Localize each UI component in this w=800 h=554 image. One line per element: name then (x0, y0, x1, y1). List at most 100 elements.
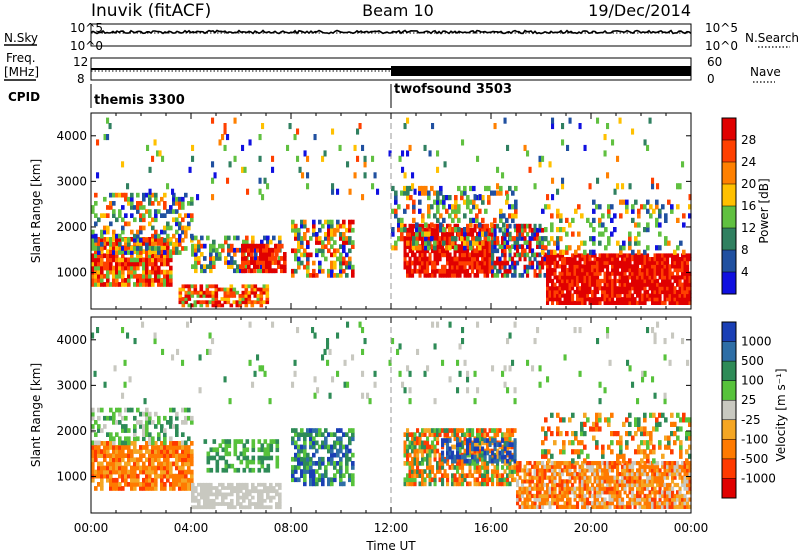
echo-cell (683, 300, 687, 305)
echo-cell (448, 245, 452, 251)
echo-cell (351, 432, 355, 437)
echo-cell (566, 482, 570, 488)
echo-cell (528, 472, 532, 477)
echo-cell (445, 208, 449, 214)
echo-cell (172, 246, 176, 251)
echo-cell (608, 278, 612, 284)
echo-cell (426, 448, 430, 454)
echo-cell (257, 492, 261, 497)
echo-cell (441, 252, 445, 258)
echo-cell (678, 289, 682, 295)
echo-cell (541, 227, 545, 233)
echo-cell (581, 253, 585, 258)
echo-cell (568, 264, 572, 269)
echo-cell (443, 161, 447, 168)
echo-cell (208, 300, 213, 305)
echo-cell (331, 188, 335, 195)
echo-cell (426, 452, 430, 458)
echo-cell (424, 240, 428, 246)
echo-cell (601, 472, 605, 477)
echo-cell (406, 264, 410, 270)
echo-cell (563, 468, 567, 473)
echo-cell (598, 286, 602, 291)
echo-cell (607, 208, 611, 214)
echo-cell (528, 256, 532, 262)
echo-cell (563, 504, 567, 509)
echo-cell (556, 297, 560, 302)
echo-cell (533, 256, 537, 262)
echo-cell (631, 297, 635, 302)
echo-cell (646, 497, 650, 502)
echo-cell (206, 264, 210, 269)
echo-cell (621, 475, 625, 480)
echo-cell (453, 477, 457, 483)
echo-cell (106, 465, 110, 471)
echo-cell (254, 502, 258, 506)
echo-cell (548, 253, 552, 258)
echo-cell (581, 268, 585, 273)
echo-cell (451, 208, 455, 214)
echo-cell (175, 445, 179, 450)
echo-cell (184, 294, 189, 298)
echo-cell (169, 237, 173, 242)
echo-cell (324, 428, 328, 433)
echo-cell (118, 420, 122, 425)
echo-cell (646, 278, 650, 284)
echo-cell (242, 447, 247, 453)
echo-cell (473, 273, 477, 278)
echo-cell (303, 452, 307, 458)
echo-cell (608, 275, 612, 280)
echo-cell (598, 475, 602, 480)
echo-cell (151, 237, 155, 242)
echo-cell (648, 271, 652, 276)
echo-cell (318, 264, 322, 270)
echo-cell (566, 490, 570, 495)
echo-cell (637, 213, 641, 219)
echo-cell (506, 144, 510, 151)
echo-cell (151, 269, 155, 275)
echo-cell (112, 436, 116, 442)
echo-cell (294, 256, 298, 262)
echo-cell (265, 290, 270, 295)
echo-cell (215, 256, 219, 261)
echo-cell (416, 248, 420, 254)
echo-cell (621, 260, 625, 265)
echo-cell (300, 240, 304, 245)
echo-cell (100, 249, 104, 254)
echo-cell (436, 469, 440, 474)
echo-cell (546, 289, 550, 295)
echo-cell (516, 227, 520, 233)
echo-cell (130, 192, 134, 198)
echo-cell (327, 481, 331, 487)
echo-cell (269, 443, 274, 448)
echo-cell (655, 217, 659, 223)
echo-cell (115, 453, 119, 458)
echo-cell (493, 438, 497, 443)
echo-cell (212, 260, 216, 265)
echo-cell (400, 190, 404, 196)
echo-cell (471, 252, 475, 258)
echo-cell (506, 458, 510, 464)
echo-cell (163, 257, 167, 263)
echo-cell (483, 454, 487, 460)
echo-cell (616, 271, 620, 276)
echo-cell (297, 248, 301, 254)
echo-cell (626, 275, 630, 280)
echo-cell (603, 486, 607, 491)
echo-cell (476, 264, 480, 270)
echo-cell (598, 217, 602, 223)
echo-cell (473, 469, 477, 474)
echo-cell (266, 492, 270, 497)
echo-cell (103, 213, 107, 218)
echo-cell (339, 256, 343, 262)
echo-cell (96, 139, 100, 146)
echo-cell (214, 294, 219, 298)
echo-cell (157, 273, 161, 279)
echo-cell (671, 282, 675, 287)
echo-cell (586, 461, 590, 466)
echo-cell (643, 275, 647, 280)
echo-cell (193, 300, 198, 305)
echo-cell (538, 472, 542, 477)
echo-cell (175, 221, 179, 227)
echo-cell (553, 249, 557, 255)
